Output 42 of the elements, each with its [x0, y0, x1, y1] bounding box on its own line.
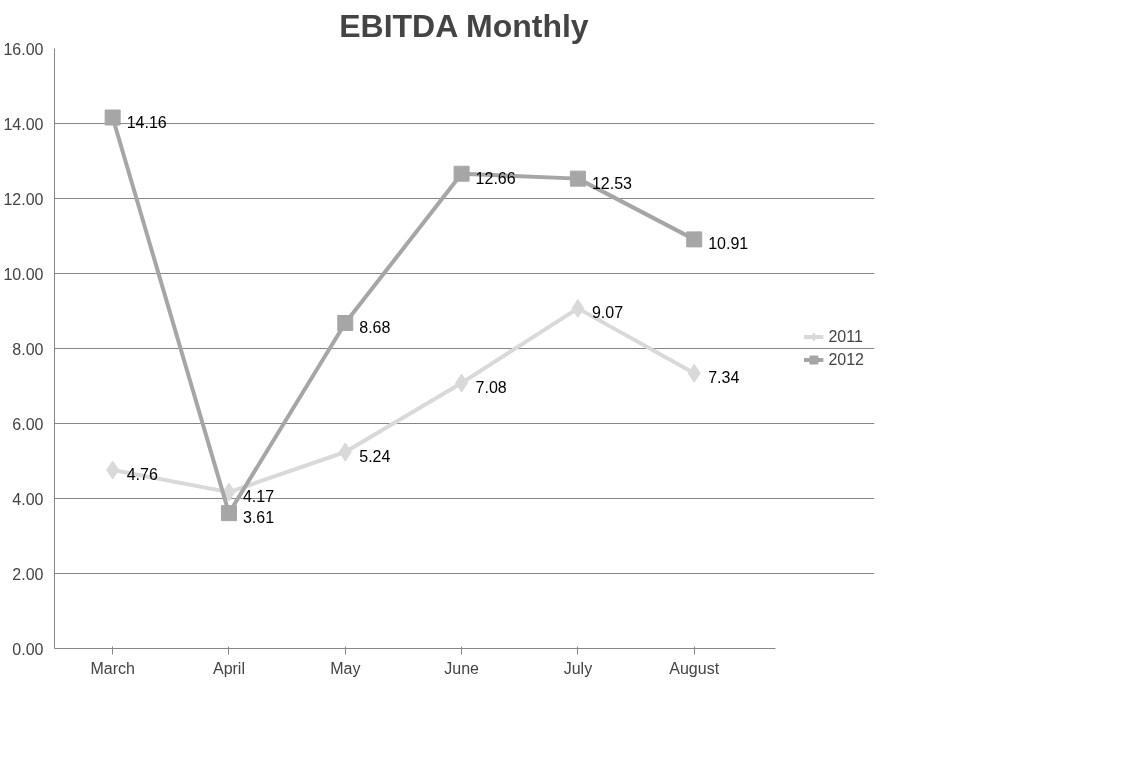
point: [106, 460, 120, 480]
y-tick-label: 6.00: [12, 415, 44, 433]
data-label: 5.24: [359, 448, 391, 465]
legend-label: 2012: [828, 350, 864, 369]
y-tick-label: 14.00: [3, 115, 44, 133]
x-tick-label: March: [90, 659, 135, 677]
data-label: 7.34: [708, 369, 740, 387]
point: [337, 315, 354, 331]
data-label: 7.08: [475, 379, 507, 396]
data-label: 8.68: [359, 319, 391, 336]
y-tick-label: 12.00: [3, 190, 44, 208]
y-tick-label: 8.00: [12, 340, 44, 358]
data-label: 4.76: [126, 466, 158, 483]
y-tick-label: 2.00: [12, 565, 44, 583]
legend-label: 2011: [828, 327, 863, 346]
y-tick-label: 10.00: [3, 265, 44, 283]
data-label: 4.17: [242, 488, 275, 506]
chart-title: EBITDA Monthly: [339, 7, 589, 44]
y-tick-label: 0.00: [12, 640, 44, 658]
point: [104, 109, 121, 126]
point: [222, 482, 236, 502]
y-tick-label: 4.00: [12, 490, 44, 508]
point: [569, 170, 586, 187]
point: [571, 298, 585, 318]
point: [455, 373, 469, 393]
point: [338, 442, 352, 462]
x-tick-label: August: [669, 659, 720, 677]
point: [687, 363, 701, 383]
data-label: 12.66: [475, 169, 516, 187]
data-label: 14.16: [126, 113, 167, 131]
point: [686, 231, 703, 248]
x-tick-label: July: [563, 659, 593, 677]
data-label: 9.07: [591, 304, 624, 322]
data-label: 12.53: [591, 174, 633, 192]
x-tick-label: June: [444, 659, 480, 677]
x-tick-label: May: [330, 659, 361, 677]
point: [453, 165, 470, 182]
data-label: 3.61: [242, 509, 275, 527]
point: [220, 505, 237, 522]
y-tick-label: 16.00: [3, 40, 44, 58]
x-tick-label: April: [212, 659, 245, 677]
data-label: 10.91: [708, 235, 749, 253]
